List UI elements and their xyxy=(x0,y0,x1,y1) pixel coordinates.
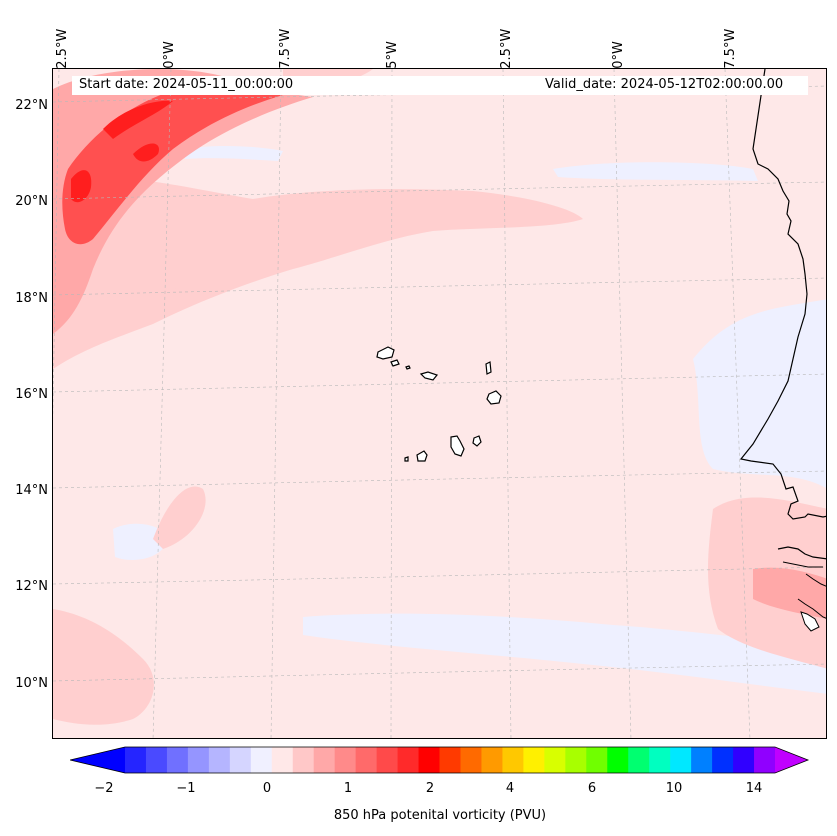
colorbar-tick: 0 xyxy=(262,781,272,796)
colorbar-swatch xyxy=(481,747,503,773)
lat-label-10n: 10°N xyxy=(15,676,48,691)
colorbar-swatch xyxy=(250,747,273,773)
lat-label-18n: 18°N xyxy=(15,291,48,306)
graticule xyxy=(53,69,826,738)
lat-label-12n: 12°N xyxy=(15,579,48,594)
colorbar-swatch xyxy=(334,747,357,773)
colorbar-swatch xyxy=(271,747,294,773)
coastline-detail xyxy=(782,561,823,568)
colorbar-tick: 4 xyxy=(505,781,515,796)
colorbar xyxy=(70,746,810,774)
colorbar-swatch xyxy=(628,747,650,773)
colorbar-swatch xyxy=(125,747,147,773)
lat-label-22n: 22°N xyxy=(15,98,48,113)
colorbar-tick: 1 xyxy=(343,781,353,796)
valid-date: Valid_date: 2024-05-12T02:00:00.00 xyxy=(545,77,784,92)
african-coastline xyxy=(739,69,826,520)
coastline-detail xyxy=(777,546,826,560)
colorbar-swatch xyxy=(649,747,671,773)
colorbar-extend-max xyxy=(775,747,808,773)
colorbar-extend-min xyxy=(70,747,125,773)
colorbar-swatch xyxy=(565,747,587,773)
colorbar-swatch xyxy=(313,747,336,773)
colorbar-tick: 2 xyxy=(425,781,435,796)
colorbar-tick: 10 xyxy=(665,781,683,796)
colorbar-tick: 6 xyxy=(587,781,597,796)
colorbar-swatch xyxy=(439,747,461,773)
colorbar-swatch xyxy=(733,747,755,773)
coastline-detail xyxy=(800,611,820,632)
coastline-detail xyxy=(797,598,826,619)
colorbar-swatch xyxy=(208,747,231,773)
coastline-detail xyxy=(805,573,826,587)
colorbar-tick: −2 xyxy=(94,781,114,796)
colorbar-swatch xyxy=(712,747,734,773)
pv-field xyxy=(53,69,826,738)
colorbar-swatch xyxy=(460,747,482,773)
colorbar-swatch xyxy=(754,747,776,773)
cape-verde-islands xyxy=(376,346,502,462)
colorbar-swatch xyxy=(691,747,713,773)
colorbar-swatch xyxy=(187,747,210,773)
colorbar-swatch xyxy=(418,747,441,773)
colorbar-swatch xyxy=(607,747,629,773)
date-banner xyxy=(72,76,808,95)
colorbar-swatch xyxy=(544,747,566,773)
colorbar-swatch xyxy=(397,747,420,773)
colorbar-swatch xyxy=(376,747,399,773)
colorbar-swatch xyxy=(523,747,545,773)
colorbar-outline xyxy=(70,746,810,774)
colorbar-label: 850 hPa potenital vorticity (PVU) xyxy=(333,808,547,823)
lat-label-16n: 16°N xyxy=(15,387,48,402)
lat-label-20n: 20°N xyxy=(15,194,48,209)
colorbar-tick: −1 xyxy=(176,781,196,796)
colorbar-swatch xyxy=(355,747,378,773)
negative-pv-regions xyxy=(113,145,826,694)
colorbar-swatch xyxy=(145,747,168,773)
peak-pv-regions xyxy=(71,100,173,203)
colorbar-swatch xyxy=(166,747,189,773)
colorbar-swatch xyxy=(586,747,608,773)
colorbar-swatch xyxy=(670,747,692,773)
lat-label-14n: 14°N xyxy=(15,483,48,498)
colorbar-swatch xyxy=(229,747,252,773)
colorbar-swatch xyxy=(292,747,315,773)
colorbar-tick: 14 xyxy=(745,781,763,796)
map-panel xyxy=(52,68,827,739)
start-date: Start date: 2024-05-11_00:00:00 xyxy=(79,77,294,92)
colorbar-swatch xyxy=(502,747,524,773)
